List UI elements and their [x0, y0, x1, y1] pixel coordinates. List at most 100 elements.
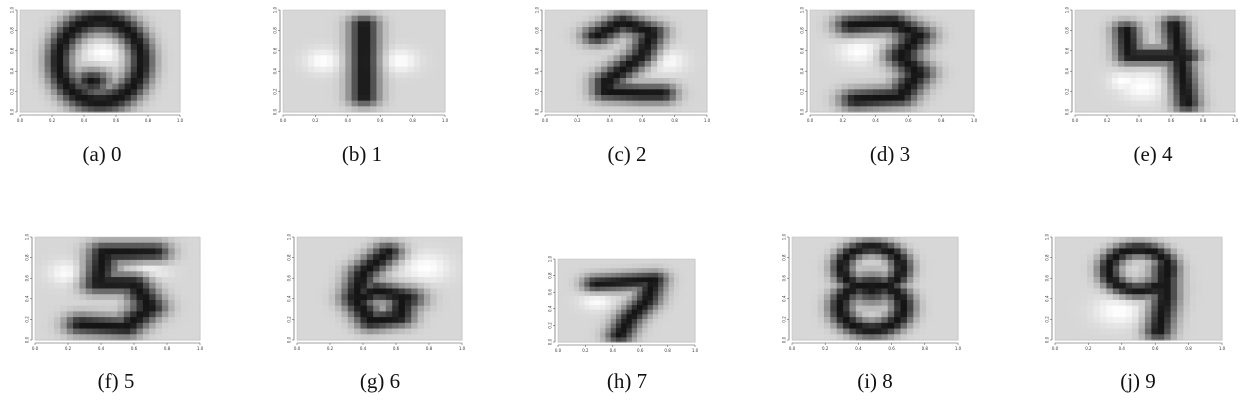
heatmap-cell	[1173, 78, 1181, 85]
y-tick-label: 0.6	[800, 47, 805, 54]
heatmap-cell	[1138, 237, 1146, 244]
heatmap-cell	[104, 322, 112, 330]
heatmap-cell	[836, 277, 844, 284]
heatmap-cell	[1144, 254, 1152, 261]
heatmap-cell	[568, 305, 575, 311]
heatmap-cell	[112, 100, 120, 107]
heatmap-cell	[679, 268, 686, 274]
heatmap-cell	[1061, 328, 1069, 335]
heatmap-cell	[149, 311, 157, 318]
heatmap-cell	[607, 55, 615, 62]
heatmap-cell	[588, 49, 596, 56]
heatmap-cell	[1216, 89, 1224, 96]
heatmap-cell	[364, 83, 371, 90]
panel-i-plot: 0.00.00.20.20.40.40.60.60.80.81.01.0	[782, 233, 962, 351]
heatmap-cell	[1081, 72, 1088, 79]
heatmap-cell	[584, 328, 591, 334]
heatmap-cell	[558, 337, 564, 343]
x-tick-label: 0.8	[922, 346, 929, 351]
heatmap-cell	[694, 44, 702, 51]
heatmap-cell	[637, 318, 643, 325]
x-tick-label: 0.0	[542, 118, 549, 123]
heatmap-cell	[904, 55, 912, 62]
heatmap-cell	[1119, 271, 1127, 278]
heatmap-cell	[866, 100, 874, 107]
heatmap-cell	[130, 248, 138, 255]
heatmap-cell	[650, 95, 658, 102]
heatmap-cell	[370, 106, 378, 113]
heatmap-cell	[118, 83, 126, 90]
heatmap-cell	[1185, 100, 1193, 107]
heatmap-cell	[1124, 66, 1131, 73]
heatmap-cell	[1164, 334, 1172, 341]
heatmap-cell	[875, 259, 882, 267]
heatmap-cell	[155, 49, 163, 56]
heatmap-cell	[637, 314, 643, 320]
heatmap-cell	[173, 66, 181, 73]
heatmap-cell	[100, 83, 107, 90]
heatmap-cell	[38, 89, 46, 96]
heatmap-cell	[44, 55, 52, 62]
heatmap-cell	[392, 305, 400, 312]
heatmap-cell	[642, 337, 649, 343]
heatmap-cell	[1173, 100, 1181, 107]
heatmap-cell	[1222, 21, 1230, 28]
heatmap-cell	[798, 317, 806, 324]
heatmap-cell	[335, 237, 343, 244]
heatmap-cell	[650, 15, 658, 22]
heatmap-cell	[836, 254, 844, 261]
heatmap-cell	[1105, 21, 1113, 28]
heatmap-cell	[573, 286, 580, 292]
heatmap-cell	[1198, 95, 1205, 102]
heatmap-cell	[632, 27, 640, 34]
heatmap-cell	[588, 21, 596, 28]
heatmap-cell	[854, 66, 862, 73]
heatmap-cell	[650, 49, 658, 56]
heatmap-cell	[862, 259, 870, 267]
heatmap-cell	[810, 83, 817, 90]
heatmap-cell	[830, 322, 838, 330]
heatmap-cell	[303, 305, 311, 312]
heatmap-cell	[576, 106, 583, 113]
heatmap-cell	[589, 332, 596, 338]
heatmap-cell	[1215, 265, 1223, 272]
heatmap-cell	[167, 61, 175, 68]
heatmap-cell	[926, 254, 934, 261]
heatmap-cell	[904, 78, 912, 85]
heatmap-cell	[904, 38, 912, 45]
heatmap-cell	[898, 106, 906, 113]
heatmap-cell	[942, 100, 950, 107]
heatmap-cell	[619, 55, 627, 62]
y-tick-label: 0.8	[800, 27, 805, 34]
heatmap-cell	[20, 100, 27, 107]
heatmap-cell	[942, 49, 950, 56]
heatmap-cell	[161, 49, 169, 56]
heatmap-cell	[594, 337, 601, 343]
heatmap-cell	[948, 55, 956, 62]
heatmap-cell	[1155, 89, 1162, 96]
heatmap-cell	[364, 21, 371, 28]
heatmap-cell	[41, 294, 49, 301]
heatmap-cell	[906, 311, 914, 318]
heatmap-cell	[638, 95, 646, 102]
heatmap-cell	[417, 271, 425, 278]
x-tick-label: 1.0	[1232, 118, 1239, 123]
heatmap-cell	[455, 305, 463, 312]
heatmap-cell	[307, 55, 315, 62]
heatmap-cell	[885, 32, 893, 39]
heatmap-cell	[830, 317, 838, 324]
heatmap-cell	[1215, 317, 1223, 324]
heatmap-cell	[1119, 277, 1127, 284]
heatmap-cell	[41, 282, 49, 290]
heatmap-cell	[50, 66, 58, 73]
heatmap-cell	[898, 55, 906, 62]
heatmap-cell	[297, 288, 304, 295]
heatmap-cell	[111, 294, 119, 301]
heatmap-cell	[289, 106, 297, 113]
heatmap-cell	[887, 271, 895, 278]
heatmap-cell	[926, 299, 934, 307]
heatmap-cell	[168, 277, 176, 284]
heatmap-cell	[961, 78, 969, 85]
heatmap-cell	[112, 55, 120, 62]
heatmap-cell	[589, 291, 596, 297]
